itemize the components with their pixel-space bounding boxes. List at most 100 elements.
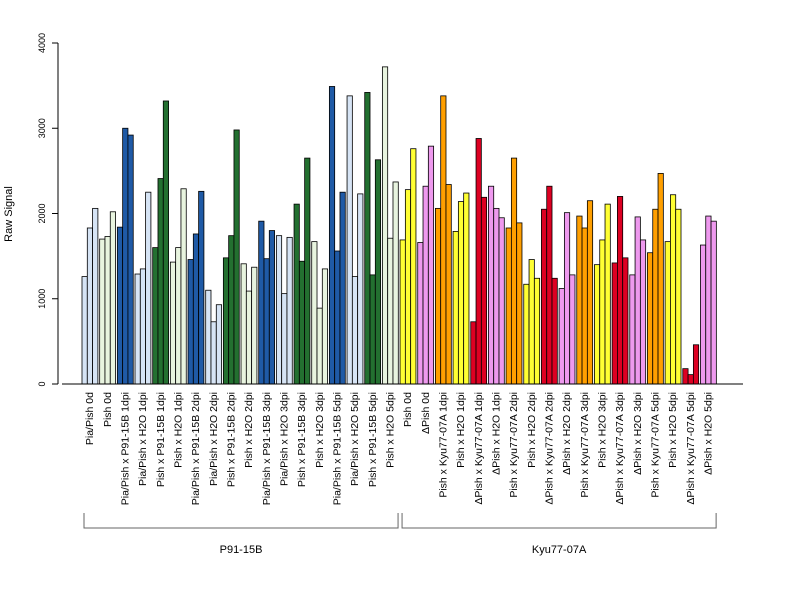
bar-1-2-0 <box>434 207 442 385</box>
bar-0-3-1 <box>139 268 147 385</box>
bar-1-16-0 <box>682 368 689 385</box>
bar-0-11-0 <box>275 235 283 385</box>
bar-1-6-2 <box>516 222 523 385</box>
bar-1-17-1 <box>705 215 712 385</box>
bar-1-13-2 <box>639 239 647 385</box>
bar-1-1-1 <box>422 185 429 385</box>
bar-1-8-0 <box>541 208 548 385</box>
category-label-1-7: Pish x H2O 2dpi <box>526 392 538 468</box>
bar-0-5-0 <box>169 261 177 385</box>
bar-1-13-1 <box>634 216 641 385</box>
bar-1-5-1 <box>493 207 500 385</box>
bar-1-15-0 <box>664 241 671 385</box>
bar-0-8-2 <box>233 129 240 385</box>
y-axis-label: Raw Signal <box>3 186 15 242</box>
bar-0-12-2 <box>304 157 311 385</box>
category-label-0-16: Pish x P91-15B 5dpi <box>367 392 379 487</box>
category-label-0-10: Pia/Pish x P91-15B 3dpi <box>261 392 273 505</box>
bar-0-13-2 <box>321 268 329 385</box>
bar-1-4-1 <box>475 138 482 385</box>
bar-0-9-1 <box>245 290 253 385</box>
bar-1-1-2 <box>427 145 435 385</box>
category-label-1-2: Pish x Kyu77-07A 1dpi <box>438 392 450 498</box>
bar-1-7-1 <box>528 259 535 385</box>
bar-0-12-0 <box>293 203 300 385</box>
bar-0-15-0 <box>346 95 353 385</box>
bar-0-10-2 <box>268 230 275 385</box>
bar-0-11-1 <box>281 293 288 385</box>
bar-0-4-1 <box>157 178 164 385</box>
bar-0-0-0 <box>81 276 88 385</box>
category-label-1-17: ΔPish x H2O 5dpi <box>703 392 715 475</box>
bar-0-7-0 <box>205 289 212 385</box>
bar-1-15-1 <box>670 194 677 385</box>
bar-1-5-2 <box>498 217 505 385</box>
category-label-1-3: Pish x H2O 1dpi <box>455 392 467 468</box>
bar-1-12-1 <box>617 196 624 385</box>
bar-1-9-2 <box>569 274 576 385</box>
bar-1-14-0 <box>647 252 654 385</box>
bar-1-11-2 <box>604 203 611 385</box>
bar-1-6-0 <box>505 227 512 385</box>
bar-1-4-0 <box>470 321 477 385</box>
group-bracket-0 <box>83 513 399 529</box>
bar-0-12-1 <box>298 260 306 385</box>
category-label-0-17: Pish x H2O 5dpi <box>385 392 397 468</box>
y-tick-label-2: 2000 <box>37 203 47 223</box>
category-label-1-4: ΔPish x Kyu77-07A 1dpi <box>473 392 485 505</box>
bar-0-11-2 <box>286 236 293 385</box>
category-label-1-10: Pish x Kyu77-07A 3dpi <box>579 392 591 498</box>
bar-0-2-1 <box>122 127 129 385</box>
bar-0-7-2 <box>215 304 222 385</box>
bar-0-13-0 <box>311 241 318 385</box>
bar-1-14-2 <box>657 173 664 385</box>
bar-0-15-1 <box>351 276 359 385</box>
bar-0-5-2 <box>180 188 187 385</box>
category-label-1-6: Pish x Kyu77-07A 2dpi <box>508 392 520 498</box>
bar-1-16-1 <box>687 374 694 385</box>
bar-1-12-2 <box>622 257 629 385</box>
bar-0-3-0 <box>134 273 141 385</box>
bar-1-10-1 <box>581 227 588 385</box>
bar-1-13-0 <box>629 274 636 385</box>
bar-0-3-2 <box>145 191 152 385</box>
bar-1-8-1 <box>546 185 553 385</box>
bar-0-6-2 <box>198 190 205 385</box>
bar-0-16-1 <box>369 274 376 385</box>
category-label-0-3: Pia/Pish x H2O 1dpi <box>137 392 149 486</box>
bar-0-9-2 <box>251 266 258 385</box>
bar-0-0-2 <box>92 207 99 385</box>
bar-0-16-2 <box>374 159 382 385</box>
bar-0-2-0 <box>116 226 124 385</box>
category-label-0-9: Pish x H2O 2dpi <box>243 392 255 468</box>
bar-1-15-2 <box>675 208 682 385</box>
bar-0-16-0 <box>364 92 371 385</box>
category-label-1-9: ΔPish x H2O 2dpi <box>561 392 573 475</box>
bar-1-4-2 <box>480 196 488 385</box>
bar-1-1-0 <box>417 242 424 385</box>
bar-1-6-1 <box>510 157 518 385</box>
bar-1-10-2 <box>586 200 594 385</box>
category-label-1-12: ΔPish x Kyu77-07A 3dpi <box>614 392 626 505</box>
category-label-0-12: Pish x P91-15B 3dpi <box>296 392 308 487</box>
bar-0-17-2 <box>392 181 399 385</box>
bar-0-17-1 <box>387 237 394 385</box>
category-label-0-7: Pia/Pish x H2O 2dpi <box>208 392 220 486</box>
bar-0-14-2 <box>339 191 346 385</box>
category-label-1-0: Pish 0d <box>402 392 414 427</box>
bar-1-11-1 <box>599 239 606 385</box>
bar-0-4-2 <box>162 100 169 385</box>
bar-1-7-2 <box>533 277 541 385</box>
bar-0-5-1 <box>175 247 182 385</box>
category-label-0-4: Pish x P91-15B 1dpi <box>155 392 167 487</box>
category-label-0-2: Pia/Pish x P91-15B 1dpi <box>119 392 131 505</box>
group-bracket-1 <box>401 513 717 529</box>
group-label-0: P91-15B <box>220 544 263 556</box>
bar-1-9-1 <box>563 212 571 385</box>
bar-1-9-0 <box>558 288 565 385</box>
category-label-0-14: Pia/Pish x P91-15B 5dpi <box>331 392 343 505</box>
category-label-0-13: Pish x H2O 3dpi <box>314 392 326 468</box>
category-label-0-5: Pish x H2O 1dpi <box>172 392 184 468</box>
